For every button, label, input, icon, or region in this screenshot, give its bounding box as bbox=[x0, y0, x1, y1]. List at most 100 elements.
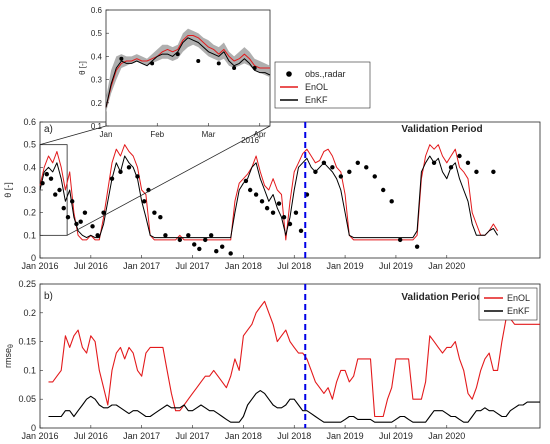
panel-a-label: a) bbox=[44, 124, 53, 135]
obs-point bbox=[118, 169, 123, 175]
inset-y-tick-label: 0.4 bbox=[91, 52, 103, 61]
obs-point bbox=[65, 215, 71, 220]
legend-enol-label: EnOL bbox=[507, 293, 530, 303]
obs-point bbox=[208, 233, 214, 238]
obs-point bbox=[253, 192, 259, 197]
obs-point bbox=[491, 169, 496, 175]
panel-b-y-tick-label: 0.25 bbox=[18, 279, 36, 289]
obs-point bbox=[321, 160, 327, 165]
obs-point bbox=[82, 210, 88, 215]
obs-point bbox=[214, 249, 219, 254]
obs-point bbox=[431, 160, 437, 165]
series-enol-line bbox=[39, 144, 499, 241]
inset-y-tick-label: 0.5 bbox=[91, 29, 103, 38]
obs-point bbox=[61, 205, 66, 211]
obs-point bbox=[197, 246, 202, 252]
panel-a-x-tick-label: Jan 2019 bbox=[327, 261, 364, 271]
obs-point bbox=[126, 165, 132, 170]
inset-obs-point bbox=[232, 66, 237, 70]
inset-x-tick-label: Jan bbox=[100, 130, 113, 139]
panel-b-x-tick-label: Jul 2019 bbox=[379, 431, 413, 441]
obs-point bbox=[264, 205, 270, 211]
inset-x-tick-label: Feb bbox=[150, 130, 164, 139]
obs-point bbox=[177, 237, 183, 243]
inset-y-axis-label: θ [-] bbox=[78, 61, 87, 75]
inset-x-tick-label: Mar bbox=[202, 130, 216, 139]
obs-point bbox=[330, 165, 335, 170]
inset-year-label: 2016 bbox=[241, 136, 259, 145]
panel-a-y-tick-label: 0.2 bbox=[23, 208, 36, 218]
legend-enol-label: EnOL bbox=[305, 82, 328, 92]
panel-b-y-tick-label: 0.15 bbox=[18, 337, 36, 347]
legend-obs-label: obs.,radar bbox=[305, 69, 346, 79]
panel-b-y-axis-label: rmseθ bbox=[3, 344, 15, 368]
obs-point bbox=[364, 165, 369, 170]
obs-point bbox=[220, 244, 225, 249]
panel-a-y-tick-label: 0.1 bbox=[23, 230, 36, 240]
panel-a-inset: 0.1 0.2 0.3 0.4 0.5 0.6 Jan Feb Mar Apr 2016 θ [… bbox=[78, 6, 271, 145]
inset-y-tick-label: 0.2 bbox=[91, 99, 103, 108]
panel-a-y-axis-label: θ [-] bbox=[3, 182, 13, 198]
series-enol-line bbox=[48, 300, 540, 418]
panel-a: 00.10.20.30.40.50.6 Jan 2016 Jul 2016 Jan … bbox=[3, 117, 541, 271]
panel-a-x-tick-label: Jan 2020 bbox=[428, 261, 465, 271]
panel-a-plot-area bbox=[39, 121, 541, 259]
panel-b-x-tick-label: Jan 2020 bbox=[428, 431, 465, 441]
panel-a-x-ticks: Jan 2016 Jul 2016 Jan 2017 Jul 2017 Jan 2018… bbox=[21, 255, 465, 271]
panel-a-x-tick-label: Jul 2019 bbox=[379, 261, 413, 271]
obs-point bbox=[414, 244, 420, 249]
panel-a-x-tick-label: Jul 2017 bbox=[176, 261, 210, 271]
panel-b-x-tick-label: Jan 2019 bbox=[327, 431, 364, 441]
obs-point bbox=[338, 174, 344, 179]
panel-a-legend: obs.,radar EnOL EnKF bbox=[274, 61, 371, 109]
panel-a-series bbox=[39, 144, 499, 241]
obs-point bbox=[78, 219, 83, 224]
legend-obs-marker bbox=[286, 71, 292, 77]
obs-point bbox=[95, 233, 100, 238]
obs-point bbox=[313, 169, 318, 175]
inset-series-enol-line bbox=[105, 35, 270, 108]
panel-b-y-tick-label: 0.05 bbox=[18, 394, 36, 404]
panel-a-y-tick-label: 0 bbox=[31, 253, 36, 263]
obs-point bbox=[70, 199, 75, 204]
inset-obs-point bbox=[216, 61, 221, 66]
inset-obs-point bbox=[196, 59, 201, 64]
obs-point bbox=[109, 176, 115, 181]
panel-b-x-tick-label: Jul 2017 bbox=[176, 431, 210, 441]
inset-series bbox=[105, 35, 271, 108]
legend-enkf-label: EnKF bbox=[305, 95, 328, 105]
panel-b-y-axis-label-sub: θ bbox=[8, 344, 15, 348]
panel-b: 00.050.10.150.20.25 Jan 2016 Jul 2016 Jan … bbox=[3, 279, 541, 441]
obs-point bbox=[74, 221, 79, 227]
obs-point bbox=[40, 181, 45, 186]
obs-point bbox=[158, 215, 163, 220]
panel-a-x-tick-label: Jan 2017 bbox=[123, 261, 160, 271]
panel-b-plot-area bbox=[39, 283, 541, 429]
obs-point bbox=[259, 199, 265, 204]
panel-a-x-tick-label: Jan 2016 bbox=[21, 261, 58, 271]
inset-uncertainty-band bbox=[106, 28, 270, 113]
obs-point bbox=[57, 187, 62, 193]
obs-point bbox=[372, 174, 377, 179]
inset-y-tick-label: 0.1 bbox=[91, 122, 103, 131]
panel-a-y-tick-label: 0.4 bbox=[23, 162, 36, 172]
inset-series-enkf-line bbox=[105, 37, 271, 108]
panel-a-x-tick-label: Jul 2018 bbox=[277, 261, 311, 271]
obs-point bbox=[397, 237, 403, 243]
obs-point bbox=[381, 187, 386, 193]
obs-point bbox=[474, 169, 479, 175]
panel-a-validation-label: Validation Period bbox=[401, 124, 482, 135]
panel-b-x-tick-label: Jan 2017 bbox=[123, 431, 160, 441]
obs-point bbox=[203, 237, 208, 243]
obs-point bbox=[389, 199, 394, 204]
obs-point bbox=[44, 171, 49, 177]
legend-enkf-label: EnKF bbox=[507, 306, 530, 316]
inset-y-ticks: 0.1 0.2 0.3 0.4 0.5 0.6 bbox=[91, 6, 109, 131]
obs-point bbox=[270, 210, 276, 215]
uncertainty-band bbox=[106, 28, 270, 113]
inset-obs-point bbox=[252, 66, 257, 70]
obs-point bbox=[298, 228, 304, 233]
panel-b-x-tick-label: Jul 2018 bbox=[277, 431, 311, 441]
obs-point bbox=[152, 210, 157, 215]
panel-b-validation-label: Validation Period bbox=[401, 292, 482, 303]
